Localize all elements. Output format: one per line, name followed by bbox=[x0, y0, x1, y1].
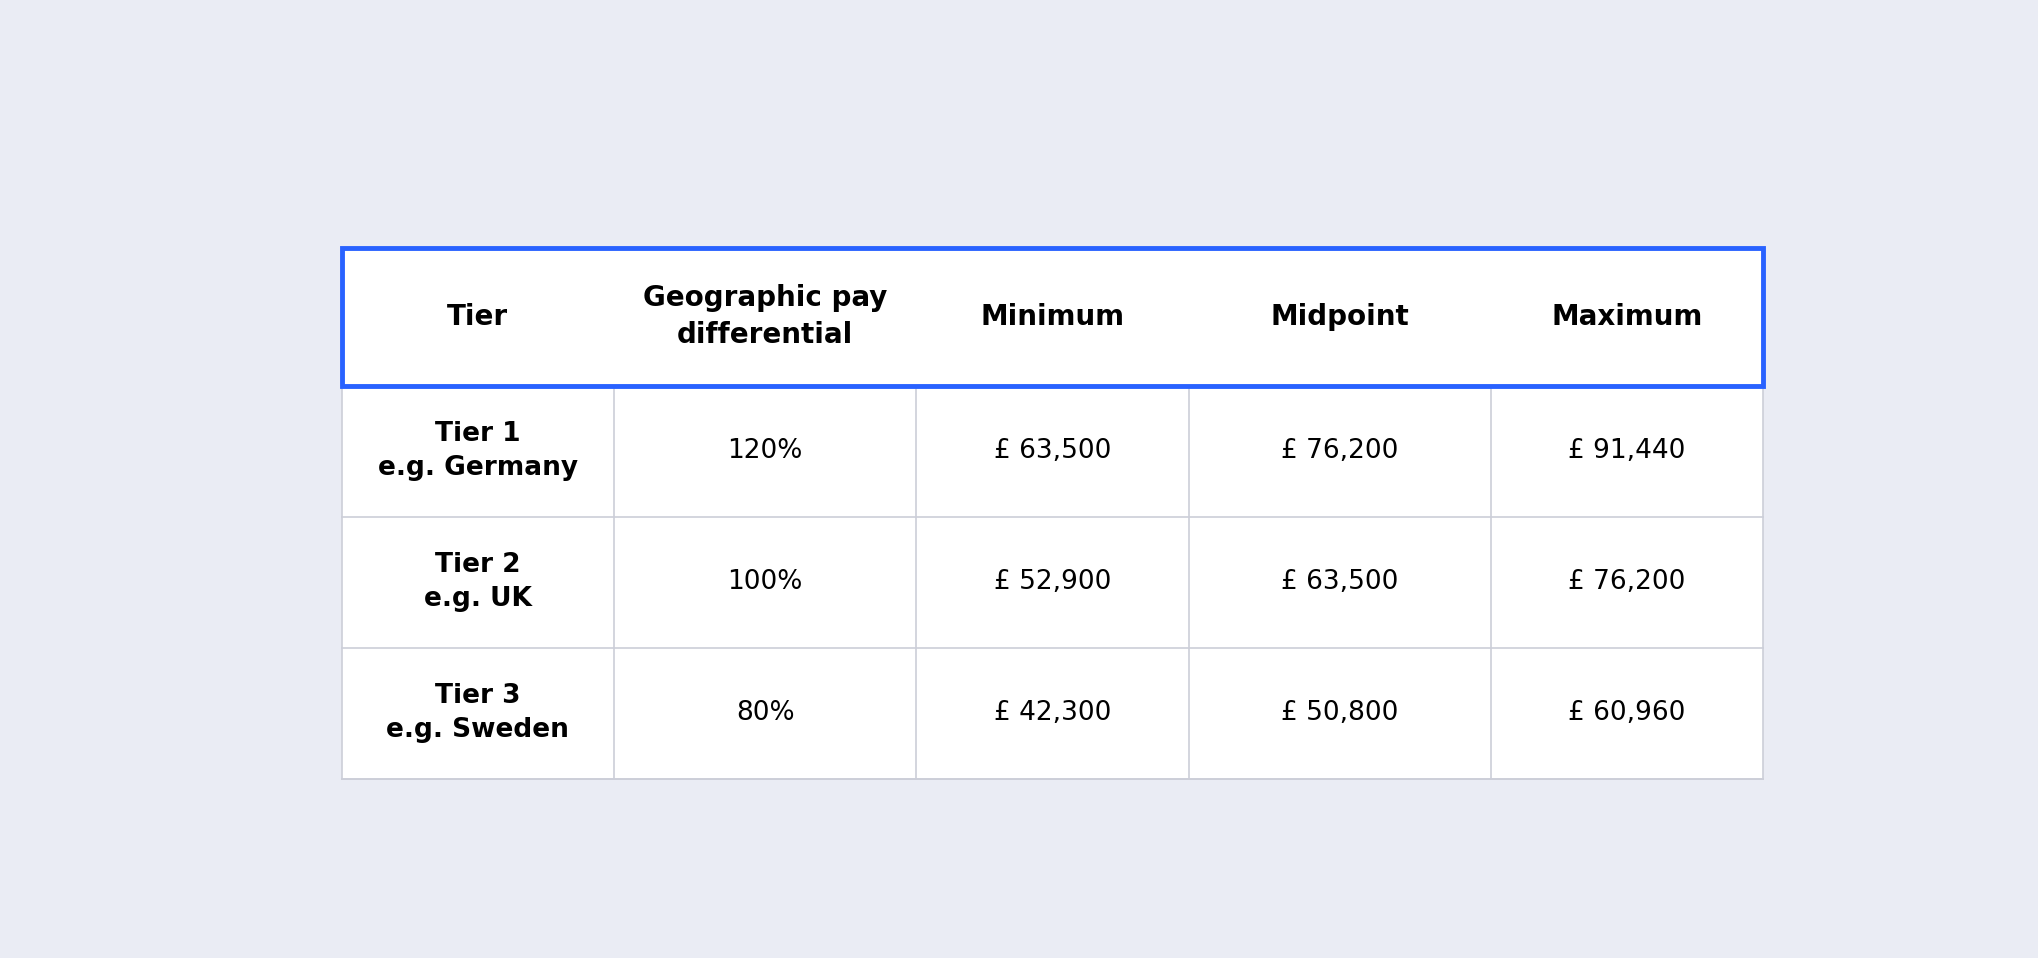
FancyBboxPatch shape bbox=[342, 248, 1763, 779]
Text: Tier 1
e.g. Germany: Tier 1 e.g. Germany bbox=[377, 422, 579, 481]
Text: Minimum: Minimum bbox=[980, 303, 1125, 331]
Text: £ 76,200: £ 76,200 bbox=[1282, 439, 1398, 465]
Text: £ 50,800: £ 50,800 bbox=[1282, 700, 1398, 726]
Text: £ 52,900: £ 52,900 bbox=[995, 569, 1111, 595]
Text: £ 42,300: £ 42,300 bbox=[995, 700, 1111, 726]
Text: 100%: 100% bbox=[728, 569, 803, 595]
Text: £ 63,500: £ 63,500 bbox=[995, 439, 1111, 465]
Text: 80%: 80% bbox=[736, 700, 795, 726]
Text: Maximum: Maximum bbox=[1551, 303, 1702, 331]
Text: Geographic pay
differential: Geographic pay differential bbox=[642, 285, 887, 349]
Text: £ 63,500: £ 63,500 bbox=[1282, 569, 1398, 595]
Text: £ 60,960: £ 60,960 bbox=[1567, 700, 1685, 726]
Text: Midpoint: Midpoint bbox=[1270, 303, 1408, 331]
FancyBboxPatch shape bbox=[342, 248, 1763, 386]
Text: 120%: 120% bbox=[728, 439, 803, 465]
Text: £ 91,440: £ 91,440 bbox=[1567, 439, 1685, 465]
Text: £ 76,200: £ 76,200 bbox=[1567, 569, 1685, 595]
Text: Tier: Tier bbox=[446, 303, 507, 331]
Text: Tier 2
e.g. UK: Tier 2 e.g. UK bbox=[424, 553, 532, 612]
Text: Tier 3
e.g. Sweden: Tier 3 e.g. Sweden bbox=[387, 683, 569, 743]
